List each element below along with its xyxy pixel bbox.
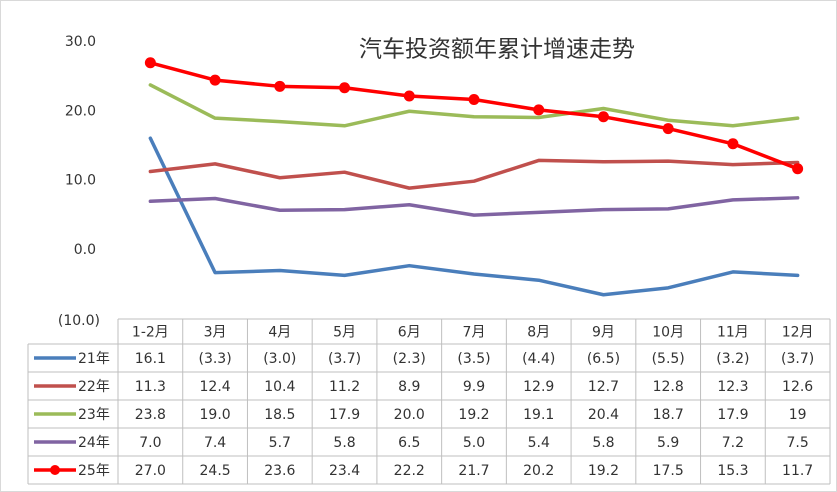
legend-label: 25年 [78,463,110,479]
table-cell: 5.8 [592,435,614,451]
table-cell: 23.4 [329,463,360,479]
series-marker [403,90,415,102]
table-cell: 5.8 [333,435,355,451]
table-cell: 12.8 [653,379,684,395]
legend-label: 21年 [78,351,110,367]
table-cell: (3.7) [781,351,814,367]
table-cell: 17.9 [329,407,360,423]
table-cell: 11.2 [329,379,360,395]
table-cell: 5.9 [657,435,679,451]
table-cell: 23.6 [264,463,295,479]
legend-label: 22年 [78,379,110,395]
table-cell: (6.5) [587,351,620,367]
series-marker [339,82,351,94]
table-cell: 18.7 [653,407,684,423]
table-cell: 23.8 [135,407,166,423]
series-line [148,136,800,297]
legend-label: 24年 [78,435,110,451]
table-cell: 5.0 [463,435,485,451]
table-cell: 20.4 [588,407,619,423]
x-tick-label: 1-2月 [132,325,169,341]
series-marker [792,163,804,175]
x-tick-label: 11月 [717,325,749,341]
table-cell: 7.2 [722,435,744,451]
table-cell: (3.0) [263,351,296,367]
x-tick-label: 9月 [592,325,615,341]
table-cell: (3.7) [328,351,361,367]
series-line [148,83,800,128]
series-marker [468,93,480,105]
series-line [148,158,800,190]
table-cell: 12.9 [523,379,554,395]
table-cell: 11.7 [782,463,813,479]
x-tick-label: 10月 [652,325,684,341]
table-cell: 18.5 [264,407,295,423]
table-cell: 12.7 [588,379,619,395]
y-tick-label: (10.0) [58,313,100,329]
table-cell: 17.5 [653,463,684,479]
table-cell: 12.3 [717,379,748,395]
table-cell: 7.5 [787,435,809,451]
table-cell: 15.3 [717,463,748,479]
x-tick-label: 3月 [204,325,227,341]
table-cell: 9.9 [463,379,485,395]
table-cell: 27.0 [135,463,166,479]
chart-title: 汽车投资额年累计增速走势 [359,37,635,63]
x-tick-label: 6月 [398,325,421,341]
y-tick-label: 10.0 [65,173,96,189]
table-cell: 24.5 [200,463,231,479]
table-cell: 19 [789,407,807,423]
table-cell: 7.0 [139,435,161,451]
series-marker [274,80,286,92]
table-cell: 7.4 [204,435,226,451]
series-marker [144,57,156,69]
series-marker [597,111,609,123]
x-tick-label: 4月 [268,325,291,341]
series-marker [533,104,545,116]
table-cell: 8.9 [398,379,420,395]
x-tick-label: 8月 [527,325,550,341]
y-tick-label: 20.0 [65,103,96,119]
table-cell: 16.1 [135,351,166,367]
legend-marker [50,465,60,475]
table-cell: (3.2) [716,351,749,367]
table-cell: 19.1 [523,407,554,423]
x-tick-label: 12月 [782,325,814,341]
table-cell: 19.2 [458,407,489,423]
table-cell: 19.0 [200,407,231,423]
table-cell: 12.4 [200,379,231,395]
table-cell: (3.5) [457,351,490,367]
table-cell: 5.4 [528,435,550,451]
table-cell: 19.2 [588,463,619,479]
series-marker [209,74,221,86]
series-marker [662,123,674,135]
table-cell: 11.3 [135,379,166,395]
table-cell: 20.2 [523,463,554,479]
series-line [148,196,800,217]
table-cell: 6.5 [398,435,420,451]
legend-label: 23年 [78,407,110,423]
table-cell: 21.7 [458,463,489,479]
table-cell: 17.9 [717,407,748,423]
table-cell: (2.3) [393,351,426,367]
table-cell: (5.5) [652,351,685,367]
x-tick-label: 7月 [463,325,486,341]
table-cell: 5.7 [269,435,291,451]
table-cell: 12.6 [782,379,813,395]
y-tick-label: 30.0 [65,34,96,50]
table-cell: (3.3) [198,351,231,367]
y-tick-label: 0.0 [74,242,96,258]
table-cell: 22.2 [394,463,425,479]
table-cell: 20.0 [394,407,425,423]
x-tick-label: 5月 [333,325,356,341]
table-cell: 10.4 [264,379,295,395]
table-cell: (4.4) [522,351,555,367]
series-marker [727,138,739,150]
